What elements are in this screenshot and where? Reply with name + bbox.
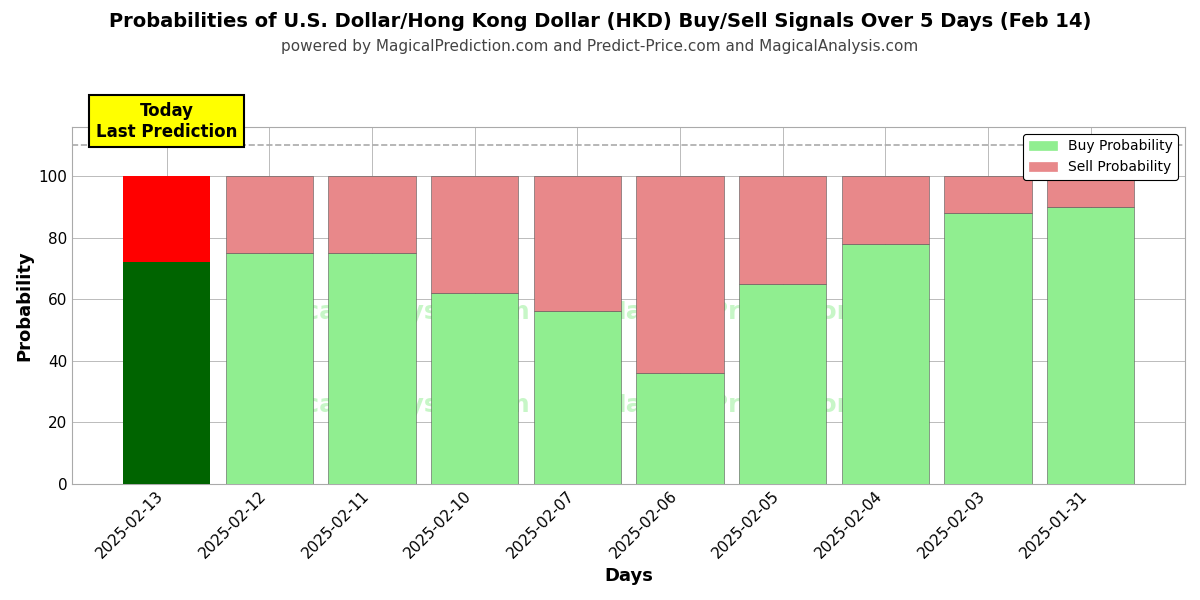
Bar <box>534 311 620 484</box>
Bar <box>431 293 518 484</box>
Bar <box>944 213 1032 484</box>
Bar <box>226 176 313 253</box>
Bar <box>841 244 929 484</box>
Text: Today
Last Prediction: Today Last Prediction <box>96 102 238 141</box>
Text: MagicalAnalysis.com: MagicalAnalysis.com <box>236 301 530 325</box>
Bar <box>1048 176 1134 207</box>
Text: MagicalPrediction.com: MagicalPrediction.com <box>601 301 923 325</box>
Text: MagicalPrediction.com: MagicalPrediction.com <box>601 393 923 417</box>
Text: MagicalAnalysis.com: MagicalAnalysis.com <box>236 393 530 417</box>
Bar <box>636 176 724 373</box>
Bar <box>329 176 415 253</box>
Bar <box>122 262 210 484</box>
Text: Probabilities of U.S. Dollar/Hong Kong Dollar (HKD) Buy/Sell Signals Over 5 Days: Probabilities of U.S. Dollar/Hong Kong D… <box>109 12 1091 31</box>
Bar <box>534 176 620 311</box>
Y-axis label: Probability: Probability <box>14 250 34 361</box>
Bar <box>431 176 518 293</box>
Bar <box>739 284 827 484</box>
Bar <box>739 176 827 284</box>
Bar <box>944 176 1032 213</box>
Bar <box>329 253 415 484</box>
Bar <box>1048 207 1134 484</box>
Bar <box>226 253 313 484</box>
X-axis label: Days: Days <box>605 567 653 585</box>
Text: powered by MagicalPrediction.com and Predict-Price.com and MagicalAnalysis.com: powered by MagicalPrediction.com and Pre… <box>281 39 919 54</box>
Legend: Buy Probability, Sell Probability: Buy Probability, Sell Probability <box>1024 134 1178 180</box>
Bar <box>841 176 929 244</box>
Bar <box>636 373 724 484</box>
Bar <box>122 176 210 262</box>
